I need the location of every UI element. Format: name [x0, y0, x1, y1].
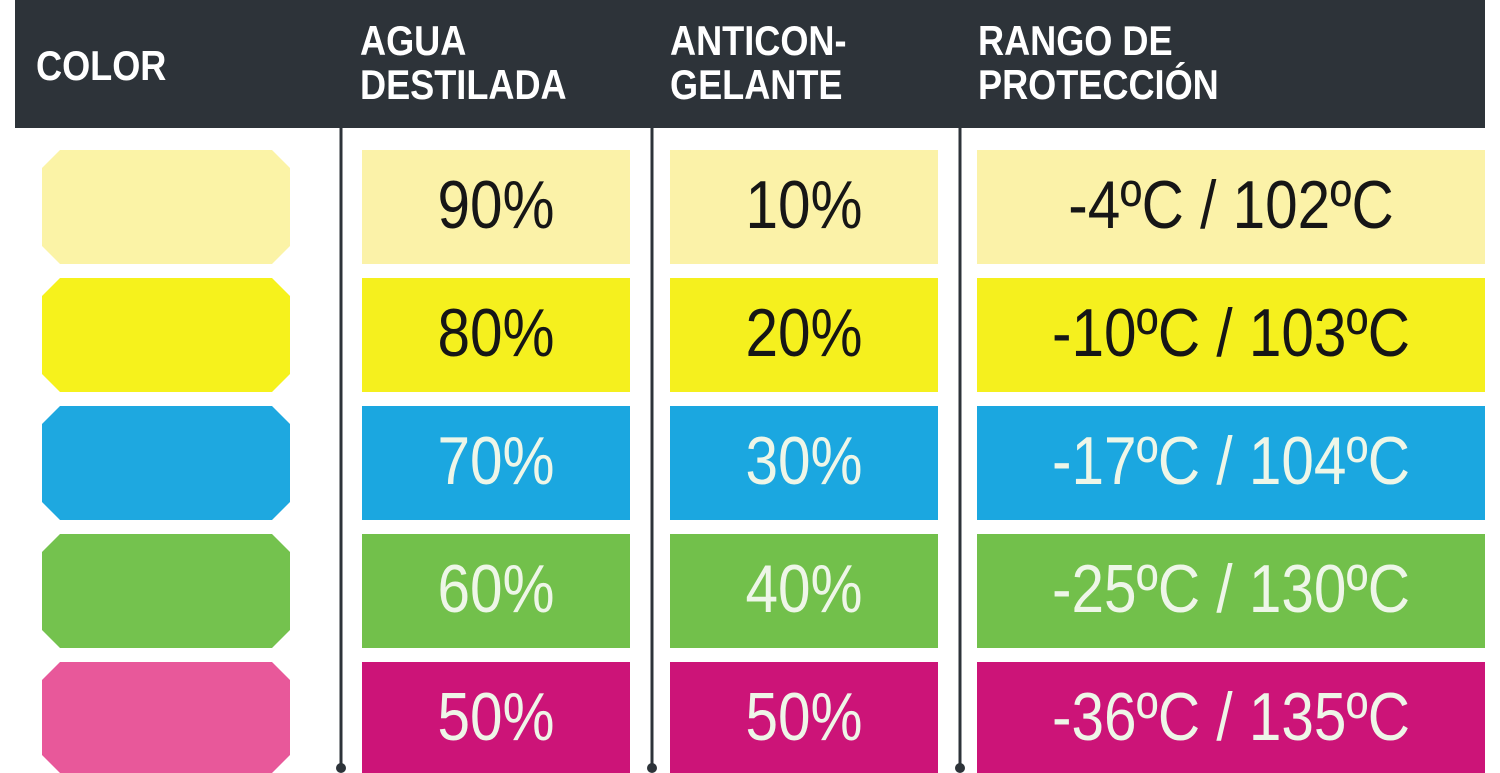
header-cell: AGUA [360, 19, 466, 65]
header-text: AGUA [360, 19, 466, 65]
header-text: DESTILADA [360, 63, 567, 109]
table-cell [670, 534, 938, 648]
color-swatch [42, 534, 290, 648]
cell-text-wrap: 10% [745, 168, 862, 243]
cell-text: -10ºC / 103ºC [1052, 296, 1410, 371]
table-cell [362, 662, 630, 773]
header-text: GELANTE [670, 63, 843, 109]
cell-text: 50% [745, 680, 862, 755]
cell-text-wrap: -36ºC / 135ºC [1052, 680, 1410, 755]
header-text: COLOR [36, 44, 166, 90]
header-text: PROTECCIÓN [978, 61, 1219, 108]
table-cell [670, 662, 938, 773]
cell-text: 40% [745, 552, 862, 627]
cell-text-wrap: -17ºC / 104ºC [1052, 424, 1410, 499]
header-cell: COLOR [36, 44, 166, 90]
table-cell [670, 406, 938, 520]
cell-text: 50% [437, 680, 554, 755]
header-cell: DESTILADA [360, 63, 567, 109]
header-text: ANTICON- [670, 19, 847, 65]
cell-text-wrap: 20% [745, 296, 862, 371]
table-cell [977, 534, 1485, 648]
table-cell [362, 534, 630, 648]
cell-text-wrap: 90% [437, 168, 554, 243]
cell-text-wrap: 80% [437, 296, 554, 371]
cell-text: 20% [745, 296, 862, 371]
table-cell [977, 150, 1485, 264]
header-cell: RANGO DE [978, 19, 1173, 65]
table-cell [362, 150, 630, 264]
header-bar [15, 0, 1485, 128]
table-cell [670, 278, 938, 392]
cell-text: 30% [745, 424, 862, 499]
cell-text-wrap: 50% [745, 680, 862, 755]
cell-text-wrap: 50% [437, 680, 554, 755]
header-text: RANGO DE [978, 19, 1173, 65]
header-cell: GELANTE [670, 63, 843, 109]
table-cell [670, 150, 938, 264]
table-cell [362, 278, 630, 392]
divider-dot [955, 763, 965, 773]
table-cell [362, 406, 630, 520]
table-cell [977, 406, 1485, 520]
cell-text: -25ºC / 130ºC [1052, 552, 1410, 627]
table-cell [977, 662, 1485, 773]
table-cell [977, 278, 1485, 392]
color-swatch [42, 278, 290, 392]
cell-text: 70% [437, 424, 554, 499]
cell-text: -4ºC / 102ºC [1068, 168, 1393, 243]
cell-text-wrap: 40% [745, 552, 862, 627]
cell-text-wrap: -4ºC / 102ºC [1068, 168, 1393, 243]
header-cell: ANTICON- [670, 19, 847, 65]
divider-dot [336, 763, 346, 773]
cell-text: 90% [437, 168, 554, 243]
cell-text: 10% [745, 168, 862, 243]
cell-text-wrap: 30% [745, 424, 862, 499]
cell-text-wrap: 70% [437, 424, 554, 499]
divider-dot [647, 763, 657, 773]
cell-text: -36ºC / 135ºC [1052, 680, 1410, 755]
cell-text-wrap: 60% [437, 552, 554, 627]
cell-text: 60% [437, 552, 554, 627]
cell-text-wrap: -10ºC / 103ºC [1052, 296, 1410, 371]
color-swatch [42, 406, 290, 520]
cell-text: 80% [437, 296, 554, 371]
color-swatch [42, 662, 290, 773]
cell-text-wrap: -25ºC / 130ºC [1052, 552, 1410, 627]
cell-text: -17ºC / 104ºC [1052, 424, 1410, 499]
color-swatch [42, 150, 290, 264]
header-cell: PROTECCIÓN [978, 61, 1219, 108]
